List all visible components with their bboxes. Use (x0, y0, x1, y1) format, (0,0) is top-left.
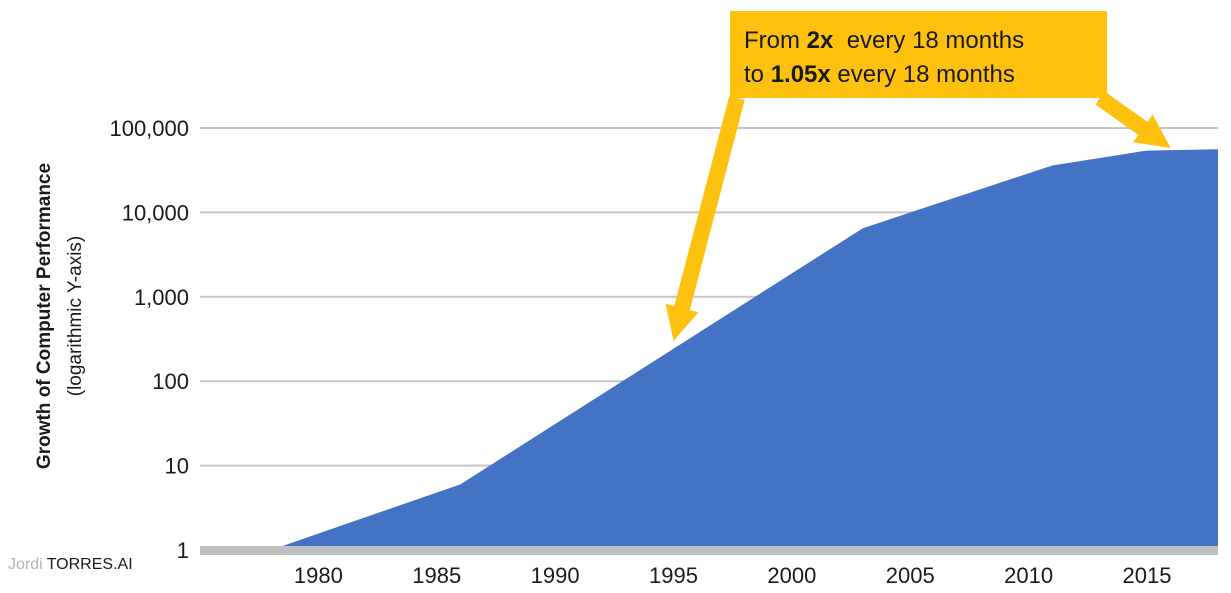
y-tick-label: 1 (177, 538, 189, 563)
callout-line-1: From 2x every 18 months (744, 27, 1025, 54)
annotation-arrow (1095, 91, 1171, 148)
callout-line-2: to 1.05x every 18 months (744, 61, 1015, 88)
x-tick-label: 1980 (294, 563, 343, 588)
x-tick-label: 2000 (767, 563, 816, 588)
x-tick-label: 2010 (1004, 563, 1053, 588)
y-tick-label: 100 (152, 369, 189, 394)
x-tick-label: 1995 (649, 563, 698, 588)
y-axis-title: Growth of Computer Performance (logarith… (34, 163, 86, 469)
x-axis-baseline (200, 546, 1218, 555)
y-tick-label: 10,000 (122, 200, 189, 225)
annotation-arrows (665, 91, 1171, 341)
area-series (271, 149, 1218, 550)
annotation-arrow (665, 96, 745, 341)
y-axis-label: Growth of Computer Performance (34, 163, 55, 469)
x-tick-label: 2005 (886, 563, 935, 588)
watermark-logo: Jordi TORRES.AI (8, 556, 133, 574)
baseline-band (200, 546, 1218, 555)
x-tick-labels: 1980 1985 1990 1995 2000 2005 2010 2015 (294, 563, 1172, 588)
y-axis-sublabel: (logarithmic Y-axis) (65, 236, 86, 397)
x-tick-label: 1985 (412, 563, 461, 588)
area-fill (271, 149, 1218, 550)
watermark-first-name: Jordi (8, 556, 43, 573)
y-tick-label: 100,000 (109, 116, 189, 141)
annotation-callout: From 2x every 18 months to 1.05x every 1… (730, 11, 1107, 98)
y-tick-label: 10 (165, 454, 189, 479)
y-tick-label: 1,000 (134, 285, 189, 310)
x-tick-label: 2015 (1123, 563, 1172, 588)
x-tick-label: 1990 (531, 563, 580, 588)
watermark-brand: TORRES.AI (46, 556, 133, 573)
y-tick-labels: 1 10 100 1,000 10,000 100,000 (109, 116, 189, 563)
